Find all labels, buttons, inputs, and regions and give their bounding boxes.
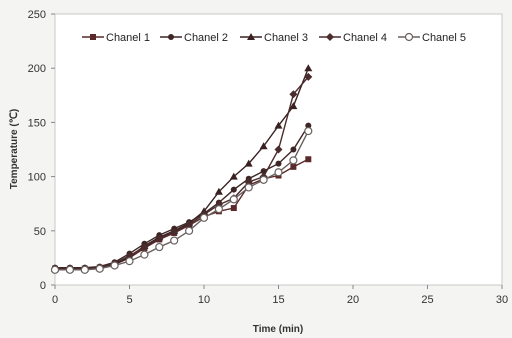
data-point	[290, 163, 297, 170]
y-tick-label: 150	[28, 117, 46, 129]
data-point	[275, 160, 282, 167]
data-point	[274, 168, 283, 177]
data-point	[304, 72, 313, 81]
y-tick-label: 50	[34, 226, 46, 238]
data-point	[304, 126, 313, 136]
x-tick-label: 10	[198, 294, 210, 306]
data-point	[290, 146, 297, 153]
legend-label: Chanel 3	[264, 32, 308, 44]
x-tick-label: 20	[347, 294, 359, 306]
data-point	[140, 250, 149, 259]
series-5	[50, 126, 313, 274]
x-tick-label: 5	[126, 294, 132, 306]
y-tick-label: 100	[28, 172, 46, 184]
y-tick-label: 200	[28, 63, 46, 75]
data-point	[304, 64, 313, 72]
data-point	[140, 243, 149, 252]
data-point	[168, 34, 174, 40]
data-point	[110, 261, 119, 270]
data-point	[289, 156, 298, 165]
data-point	[230, 205, 237, 212]
data-point	[65, 265, 75, 274]
data-point	[125, 257, 134, 266]
data-point	[170, 227, 179, 236]
data-point	[95, 264, 104, 273]
data-point	[230, 186, 237, 193]
legend-label: Chanel 1	[106, 32, 150, 44]
data-point	[244, 183, 253, 192]
data-point	[244, 159, 253, 167]
y-tick-label: 0	[40, 280, 46, 292]
data-point	[199, 213, 209, 222]
legend-item: Chanel 4	[319, 32, 387, 44]
x-tick-label: 30	[496, 294, 508, 306]
legend-label: Chanel 2	[184, 32, 228, 44]
data-point	[185, 226, 194, 235]
data-point	[170, 236, 179, 245]
data-point	[50, 265, 60, 274]
data-point	[259, 175, 268, 184]
legend-label: Chanel 4	[343, 32, 387, 44]
data-point	[274, 121, 283, 129]
data-point	[326, 33, 334, 41]
data-point	[305, 156, 312, 163]
data-point	[80, 265, 89, 274]
data-point	[214, 187, 223, 195]
y-tick-label: 250	[28, 9, 46, 21]
x-tick-label: 15	[272, 294, 284, 306]
x-tick-label: 0	[52, 294, 58, 306]
data-point	[155, 242, 164, 252]
y-axis-title: Temperature (℃)	[9, 109, 20, 190]
data-point	[404, 32, 414, 42]
data-point	[155, 234, 164, 243]
data-point	[305, 122, 312, 129]
legend-item: Chanel 5	[398, 32, 466, 44]
data-point	[247, 33, 255, 40]
data-point	[259, 142, 268, 150]
data-point	[229, 172, 238, 180]
data-point	[289, 90, 298, 99]
legend-item: Chanel 3	[240, 32, 308, 44]
data-point	[90, 34, 96, 40]
data-point	[274, 145, 283, 154]
legend-item: Chanel 2	[160, 32, 228, 44]
data-point	[185, 220, 194, 229]
x-axis-title: Time (min)	[253, 324, 303, 335]
data-point	[214, 205, 223, 214]
legend-label: Chanel 5	[422, 32, 466, 44]
data-point	[229, 195, 238, 204]
legend-item: Chanel 1	[82, 32, 150, 44]
x-tick-label: 25	[421, 294, 433, 306]
data-point	[289, 102, 298, 110]
